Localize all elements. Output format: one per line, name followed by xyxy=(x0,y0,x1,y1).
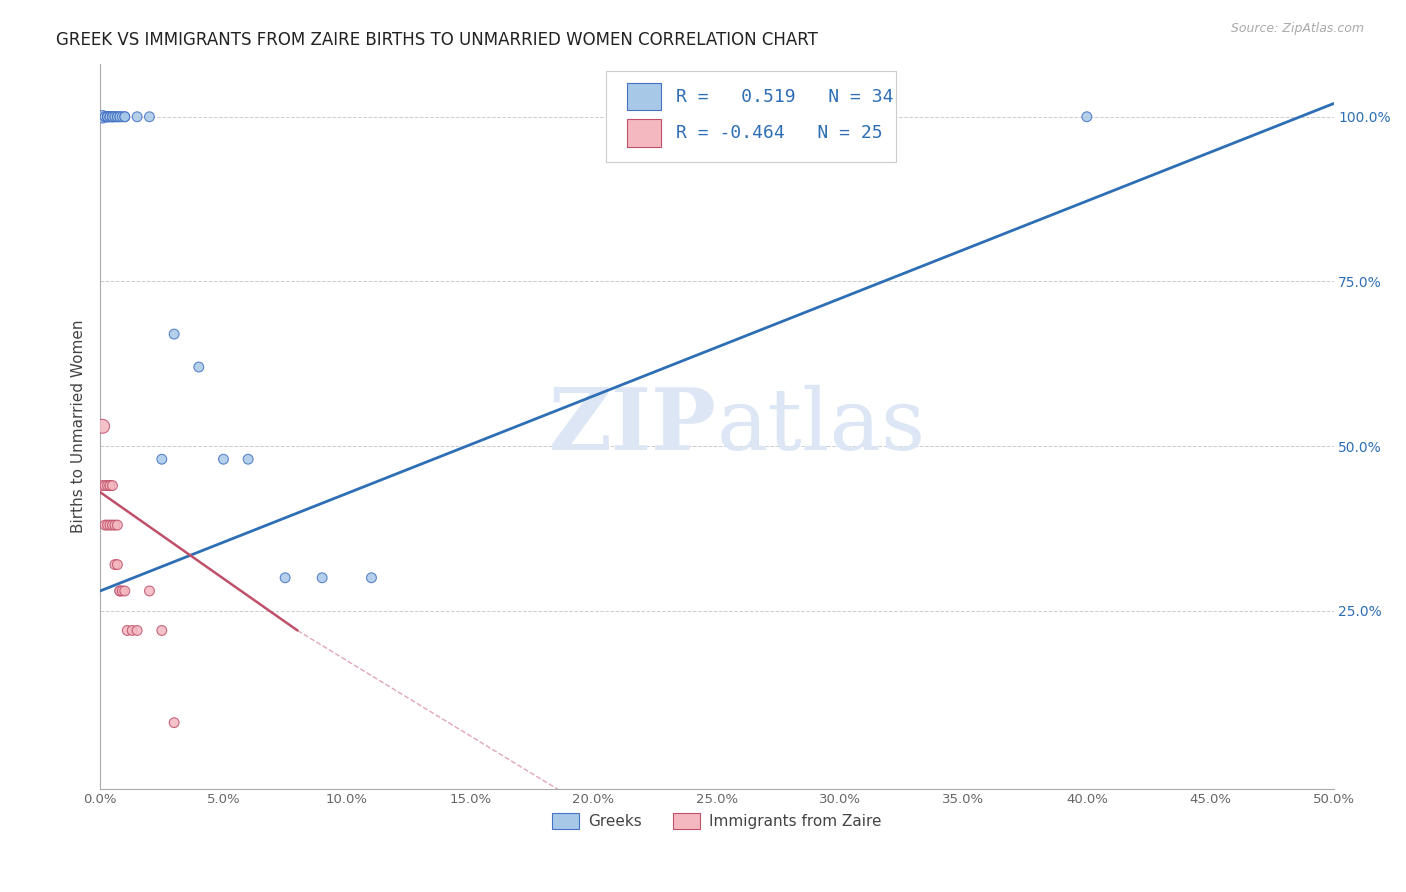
Point xyxy=(127,110,149,124)
Point xyxy=(108,583,131,598)
Point xyxy=(94,478,117,492)
Point xyxy=(98,110,121,124)
Point xyxy=(121,624,143,638)
Point xyxy=(117,624,139,638)
Point xyxy=(98,478,121,492)
Point xyxy=(111,583,134,598)
Point xyxy=(96,110,118,124)
Point xyxy=(101,110,124,124)
Text: R =   0.519   N = 34: R = 0.519 N = 34 xyxy=(676,87,894,105)
Point xyxy=(150,452,173,467)
Point xyxy=(104,558,127,572)
Point xyxy=(96,110,118,124)
Text: Source: ZipAtlas.com: Source: ZipAtlas.com xyxy=(1230,22,1364,36)
Point xyxy=(101,110,124,124)
Text: R = -0.464   N = 25: R = -0.464 N = 25 xyxy=(676,124,883,142)
Point xyxy=(101,518,124,533)
Point xyxy=(236,452,259,467)
Point xyxy=(104,110,127,124)
Point xyxy=(114,583,136,598)
Point xyxy=(108,583,131,598)
FancyBboxPatch shape xyxy=(627,83,661,111)
Point xyxy=(105,518,128,533)
Point xyxy=(108,110,131,124)
Point xyxy=(127,624,149,638)
FancyBboxPatch shape xyxy=(606,71,896,161)
Point xyxy=(96,478,118,492)
Point xyxy=(105,110,128,124)
Point xyxy=(187,359,209,374)
Point xyxy=(96,518,118,533)
Point xyxy=(94,518,117,533)
Point xyxy=(98,478,121,492)
Point xyxy=(96,110,118,124)
Point xyxy=(111,110,134,124)
Point xyxy=(98,110,121,124)
Point xyxy=(105,558,128,572)
FancyBboxPatch shape xyxy=(627,120,661,146)
Point xyxy=(105,110,128,124)
Point xyxy=(108,110,131,124)
Point xyxy=(91,110,114,124)
Point xyxy=(138,110,160,124)
Point xyxy=(150,624,173,638)
Point xyxy=(101,110,124,124)
Point xyxy=(104,518,127,533)
Point xyxy=(94,110,117,124)
Point xyxy=(1076,110,1098,124)
Point xyxy=(91,419,114,434)
Point xyxy=(101,110,124,124)
Point xyxy=(96,110,118,124)
Y-axis label: Births to Unmarried Women: Births to Unmarried Women xyxy=(72,319,86,533)
Text: GREEK VS IMMIGRANTS FROM ZAIRE BIRTHS TO UNMARRIED WOMEN CORRELATION CHART: GREEK VS IMMIGRANTS FROM ZAIRE BIRTHS TO… xyxy=(56,31,818,49)
Point xyxy=(163,715,186,730)
Point xyxy=(101,478,124,492)
Point xyxy=(98,110,121,124)
Point xyxy=(163,327,186,342)
Point xyxy=(114,110,136,124)
Point xyxy=(104,110,127,124)
Point xyxy=(212,452,235,467)
Text: atlas: atlas xyxy=(717,384,927,468)
Point xyxy=(91,478,114,492)
Point xyxy=(311,571,333,585)
Point xyxy=(360,571,382,585)
Point xyxy=(274,571,297,585)
Point xyxy=(98,518,121,533)
Point xyxy=(94,110,117,124)
Point xyxy=(114,110,136,124)
Point xyxy=(138,583,160,598)
Legend: Greeks, Immigrants from Zaire: Greeks, Immigrants from Zaire xyxy=(546,807,889,835)
Text: ZIP: ZIP xyxy=(550,384,717,468)
